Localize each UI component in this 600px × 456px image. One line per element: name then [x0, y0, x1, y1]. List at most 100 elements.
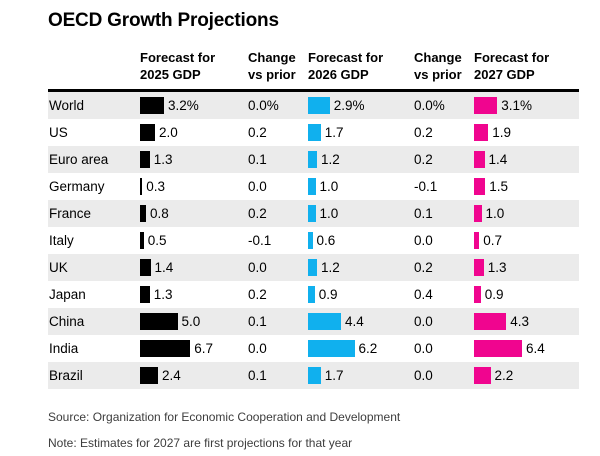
row-label: Brazil [49, 368, 83, 383]
bar-2027 [474, 124, 489, 141]
bar-2026 [308, 286, 315, 303]
value-forecast-2027: 1.0 [485, 206, 505, 221]
header-divider-rule [48, 89, 579, 92]
table-row: US 2.0 0.2 1.7 0.2 1.9 [48, 119, 579, 146]
bar-2025 [140, 151, 150, 168]
value-forecast-2025: 3.2% [168, 98, 199, 113]
value-change-2026: 0.0 [414, 233, 433, 248]
cell-change-2026: 0.2 [414, 152, 474, 167]
bar-2027 [474, 205, 482, 222]
value-forecast-2025: 0.5 [147, 233, 167, 248]
cell-change-2025: 0.1 [248, 368, 308, 383]
value-change-2025: 0.1 [248, 368, 267, 383]
cell-forecast-2027: 0.9 [474, 286, 579, 303]
cell-change-2025: 0.0 [248, 179, 308, 194]
table-row: Italy 0.5 -0.1 0.6 0.0 0.7 [48, 227, 579, 254]
cell-forecast-2026: 4.4 [308, 313, 414, 330]
bar-2026 [308, 205, 316, 222]
row-label: India [49, 341, 79, 356]
row-label: UK [49, 260, 68, 275]
row-label: Euro area [49, 152, 109, 167]
value-change-2025: 0.2 [248, 125, 267, 140]
column-header-forecast-2025: Forecast for 2025 GDP [140, 50, 216, 82]
value-change-2025: 0.2 [248, 287, 267, 302]
value-change-2026: -0.1 [414, 179, 438, 194]
value-forecast-2026: 1.0 [319, 206, 339, 221]
cell-forecast-2026: 2.9% [308, 97, 414, 114]
value-forecast-2025: 1.3 [153, 287, 173, 302]
bar-2027 [474, 286, 481, 303]
bar-2025 [140, 367, 158, 384]
value-forecast-2027: 3.1% [501, 98, 533, 113]
cell-change-2026: -0.1 [414, 179, 474, 194]
value-change-2025: 0.0% [248, 98, 279, 113]
cell-forecast-2027: 1.0 [474, 205, 579, 222]
cell-forecast-2025: 0.5 [140, 232, 248, 249]
cell-forecast-2025: 1.3 [140, 151, 248, 168]
bar-2025 [140, 124, 155, 141]
cell-change-2025: 0.0 [248, 341, 308, 356]
cell-forecast-2026: 1.7 [308, 367, 414, 384]
table-body: World 3.2% 0.0% 2.9% 0.0% 3.1% [48, 92, 579, 389]
table-row: UK 1.4 0.0 1.2 0.2 1.3 [48, 254, 579, 281]
cell-change-2026: 0.2 [414, 125, 474, 140]
cell-change-2026: 0.2 [414, 260, 474, 275]
bar-2027 [474, 232, 480, 249]
cell-change-2026: 0.0% [414, 98, 474, 113]
cell-forecast-2027: 1.5 [474, 178, 579, 195]
value-forecast-2025: 5.0 [181, 314, 201, 329]
cell-change-2025: 0.1 [248, 314, 308, 329]
cell-forecast-2026: 1.7 [308, 124, 414, 141]
row-label: France [49, 206, 92, 221]
bar-2027 [474, 151, 485, 168]
value-change-2025: 0.0 [248, 341, 267, 356]
bar-2027 [474, 259, 484, 276]
value-forecast-2025: 6.7 [194, 341, 214, 356]
table-row: Brazil 2.4 0.1 1.7 0.0 2.2 [48, 362, 579, 389]
value-forecast-2026: 4.4 [345, 314, 364, 329]
bar-2026 [308, 313, 341, 330]
value-forecast-2027: 0.9 [484, 287, 504, 302]
value-forecast-2026: 1.7 [324, 125, 344, 140]
row-label: US [49, 125, 68, 140]
cell-change-2025: 0.2 [248, 206, 308, 221]
value-change-2026: 0.1 [414, 206, 433, 221]
value-change-2025: 0.0 [248, 179, 267, 194]
value-forecast-2025: 0.3 [146, 179, 166, 194]
value-forecast-2026: 6.2 [358, 341, 378, 356]
value-forecast-2027: 6.4 [526, 341, 545, 356]
cell-change-2025: 0.0% [248, 98, 308, 113]
bar-2026 [308, 178, 316, 195]
cell-change-2025: 0.0 [248, 260, 308, 275]
cell-forecast-2026: 1.2 [308, 259, 414, 276]
value-change-2025: -0.1 [248, 233, 272, 248]
footer-notes: Source: Organization for Economic Cooper… [48, 410, 600, 450]
bar-2026 [308, 97, 330, 114]
table-row: Germany 0.3 0.0 1.0 -0.1 1.5 [48, 173, 579, 200]
value-forecast-2026: 0.6 [316, 233, 336, 248]
estimate-note: Note: Estimates for 2027 are first proje… [48, 436, 353, 450]
value-forecast-2025: 1.4 [154, 260, 174, 275]
column-header-change-2026: Change vs prior [414, 50, 462, 82]
cell-change-2026: 0.0 [414, 314, 474, 329]
cell-change-2026: 0.0 [414, 341, 474, 356]
value-change-2025: 0.2 [248, 206, 267, 221]
value-change-2025: 0.1 [248, 152, 267, 167]
value-change-2026: 0.0 [414, 314, 433, 329]
value-forecast-2025: 1.3 [153, 152, 173, 167]
value-forecast-2026: 1.7 [324, 368, 344, 383]
bar-2027 [474, 367, 491, 384]
cell-forecast-2025: 6.7 [140, 340, 248, 357]
cell-forecast-2027: 4.3 [474, 313, 579, 330]
row-label: Japan [49, 287, 86, 302]
value-forecast-2027: 1.5 [489, 179, 509, 194]
value-forecast-2027: 0.7 [483, 233, 503, 248]
table-row: World 3.2% 0.0% 2.9% 0.0% 3.1% [48, 92, 579, 119]
value-forecast-2025: 2.0 [159, 125, 178, 140]
cell-forecast-2026: 6.2 [308, 340, 414, 357]
value-forecast-2025: 2.4 [162, 368, 181, 383]
cell-forecast-2025: 1.3 [140, 286, 248, 303]
bar-2025 [140, 259, 151, 276]
value-change-2026: 0.0% [414, 98, 445, 113]
